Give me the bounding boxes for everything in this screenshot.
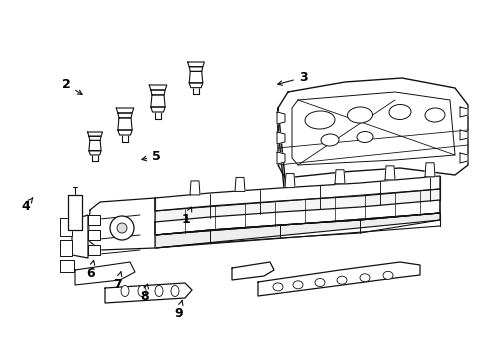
Polygon shape [118,130,132,135]
Polygon shape [89,151,101,155]
Polygon shape [88,245,100,255]
Polygon shape [459,130,467,140]
Polygon shape [278,108,285,198]
Polygon shape [235,177,244,192]
Text: 2: 2 [61,78,82,94]
Polygon shape [89,136,101,140]
Ellipse shape [171,285,179,297]
Polygon shape [60,240,72,256]
Ellipse shape [424,108,444,122]
Polygon shape [187,62,204,67]
Polygon shape [75,262,135,285]
Polygon shape [231,262,273,280]
Text: 6: 6 [86,260,95,280]
Ellipse shape [359,274,369,282]
Polygon shape [60,218,72,236]
Polygon shape [68,195,82,230]
Ellipse shape [347,107,372,123]
Polygon shape [155,189,439,235]
Polygon shape [459,153,467,163]
Polygon shape [278,78,467,178]
Text: 1: 1 [181,207,191,226]
Text: 4: 4 [21,198,33,213]
Polygon shape [384,166,394,180]
Polygon shape [150,95,165,107]
Ellipse shape [155,285,163,297]
Polygon shape [276,112,285,124]
Ellipse shape [388,104,410,120]
Polygon shape [424,163,434,177]
Polygon shape [150,107,165,112]
Text: 5: 5 [142,150,161,163]
Polygon shape [72,215,88,258]
Polygon shape [150,90,165,95]
Polygon shape [155,200,439,235]
Polygon shape [88,215,100,225]
Polygon shape [258,262,419,296]
Ellipse shape [305,111,334,129]
Text: 3: 3 [277,71,307,85]
Polygon shape [89,140,101,151]
Text: 7: 7 [113,272,122,291]
Polygon shape [118,118,132,130]
Ellipse shape [292,281,303,289]
Polygon shape [155,213,439,248]
Polygon shape [105,283,192,303]
Ellipse shape [336,276,346,284]
Polygon shape [334,170,345,184]
Ellipse shape [320,134,338,146]
Polygon shape [189,67,203,71]
Circle shape [117,223,127,233]
Polygon shape [189,83,203,87]
Polygon shape [276,132,285,144]
Polygon shape [87,132,102,136]
Polygon shape [116,108,134,113]
Polygon shape [118,113,132,118]
Polygon shape [60,260,74,272]
Ellipse shape [356,131,372,143]
Text: 8: 8 [140,284,148,303]
Ellipse shape [314,279,325,287]
Polygon shape [459,107,467,117]
Polygon shape [155,176,439,211]
Polygon shape [88,230,100,240]
Text: 9: 9 [174,301,183,320]
Polygon shape [149,85,166,90]
Circle shape [110,216,134,240]
Polygon shape [276,152,285,164]
Ellipse shape [272,283,283,291]
Polygon shape [285,174,294,188]
Ellipse shape [382,271,392,279]
Polygon shape [190,181,200,195]
Ellipse shape [121,285,129,297]
Ellipse shape [138,285,146,297]
Polygon shape [189,71,203,83]
Polygon shape [88,198,155,250]
